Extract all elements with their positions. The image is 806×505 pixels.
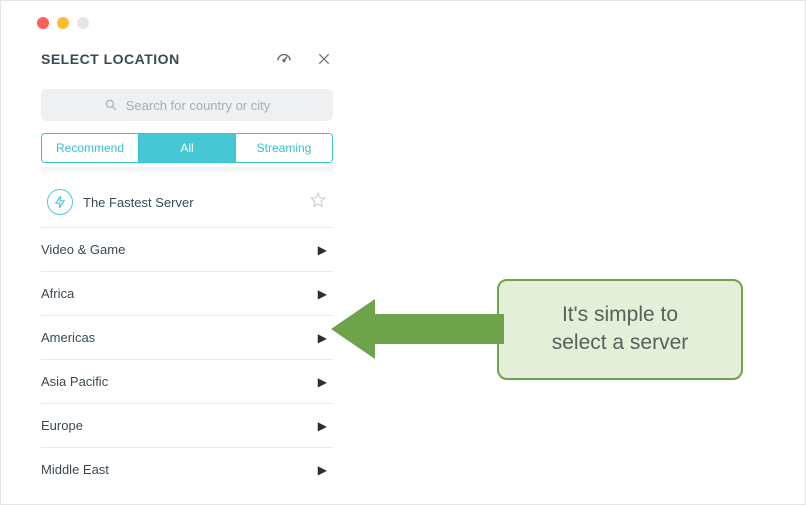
region-label: Africa bbox=[41, 286, 74, 301]
chevron-right-icon: ▶ bbox=[318, 331, 327, 345]
filter-tabs: Recommend All Streaming bbox=[41, 133, 333, 163]
annotation: It's simple to select a server bbox=[331, 279, 743, 380]
tabs-shadow bbox=[41, 167, 333, 175]
fastest-server-label: The Fastest Server bbox=[83, 195, 309, 210]
app-window: SELECT LOCATION Search for country o bbox=[27, 9, 347, 491]
region-label: Asia Pacific bbox=[41, 374, 108, 389]
page-title: SELECT LOCATION bbox=[41, 51, 180, 67]
speedtest-icon[interactable] bbox=[275, 50, 293, 68]
region-row-europe[interactable]: Europe ▶ bbox=[41, 404, 333, 448]
favorite-star-icon[interactable] bbox=[309, 191, 327, 214]
chevron-right-icon: ▶ bbox=[318, 243, 327, 257]
fastest-server-row[interactable]: The Fastest Server bbox=[41, 179, 333, 228]
chevron-right-icon: ▶ bbox=[318, 419, 327, 433]
region-label: Americas bbox=[41, 330, 95, 345]
search-placeholder: Search for country or city bbox=[126, 98, 271, 113]
topbar: SELECT LOCATION bbox=[27, 43, 347, 79]
window-maximize-button[interactable] bbox=[77, 17, 89, 29]
topbar-icons bbox=[275, 50, 333, 68]
region-row-middle-east[interactable]: Middle East ▶ bbox=[41, 448, 333, 491]
region-label: Middle East bbox=[41, 462, 109, 477]
region-row-africa[interactable]: Africa ▶ bbox=[41, 272, 333, 316]
annotation-callout: It's simple to select a server bbox=[497, 279, 743, 380]
annotation-text-line2: select a server bbox=[523, 329, 717, 357]
window-minimize-button[interactable] bbox=[57, 17, 69, 29]
traffic-lights bbox=[27, 9, 347, 43]
search-icon bbox=[104, 98, 118, 112]
chevron-right-icon: ▶ bbox=[318, 287, 327, 301]
close-icon[interactable] bbox=[315, 50, 333, 68]
region-label: Video & Game bbox=[41, 242, 125, 257]
chevron-right-icon: ▶ bbox=[318, 463, 327, 477]
window-close-button[interactable] bbox=[37, 17, 49, 29]
region-row-asia-pacific[interactable]: Asia Pacific ▶ bbox=[41, 360, 333, 404]
annotation-arrow-icon bbox=[331, 301, 501, 357]
annotation-text-line1: It's simple to bbox=[523, 301, 717, 329]
region-label: Europe bbox=[41, 418, 83, 433]
chevron-right-icon: ▶ bbox=[318, 375, 327, 389]
bolt-icon bbox=[47, 189, 73, 215]
region-row-americas[interactable]: Americas ▶ bbox=[41, 316, 333, 360]
tab-all[interactable]: All bbox=[138, 134, 235, 162]
tab-streaming[interactable]: Streaming bbox=[235, 134, 332, 162]
region-row-video-game[interactable]: Video & Game ▶ bbox=[41, 228, 333, 272]
search-input[interactable]: Search for country or city bbox=[41, 89, 333, 121]
tab-recommend[interactable]: Recommend bbox=[42, 134, 138, 162]
